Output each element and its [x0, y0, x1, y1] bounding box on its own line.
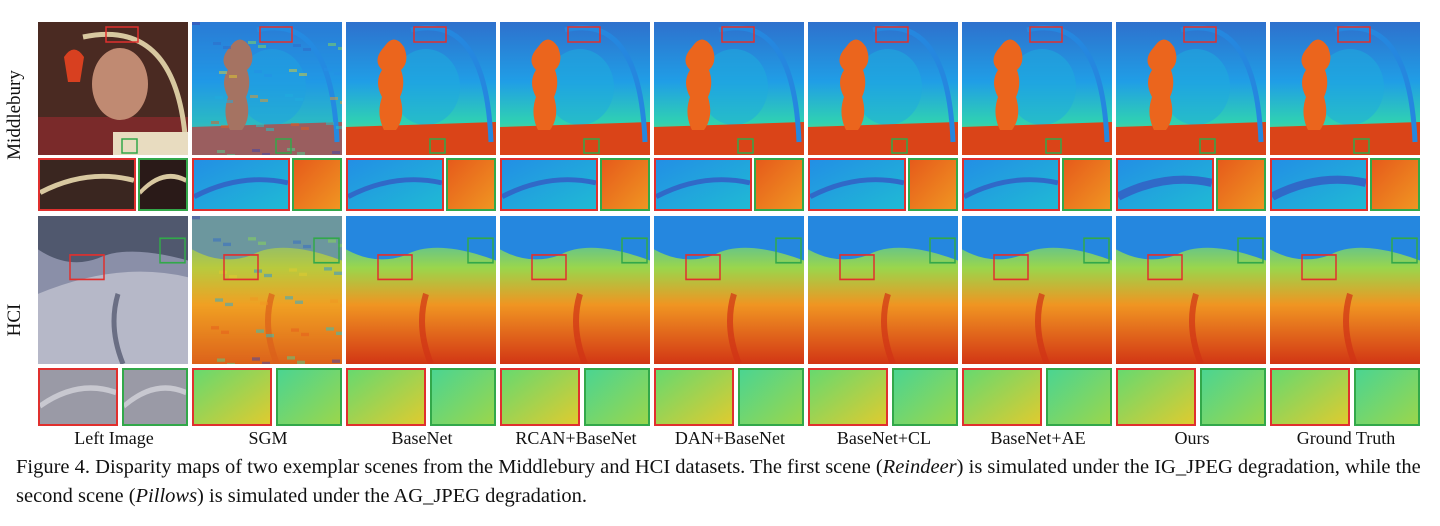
hci-zoom-green: [584, 368, 650, 426]
hci-zoom-green: [1200, 368, 1266, 426]
hci-zoom-red: [192, 368, 272, 426]
middlebury-disparity-map: [192, 22, 342, 155]
hci-zoom-red: [38, 368, 118, 426]
hci-zoom-red: [654, 368, 734, 426]
hci-zoom-red: [1270, 368, 1350, 426]
middlebury-disparity-map: [962, 22, 1112, 155]
column-label-basenet-ae: BaseNet+AE: [990, 428, 1086, 448]
column-basenet: BaseNet: [346, 0, 498, 448]
hci-zoom-red: [808, 368, 888, 426]
caption-prefix: Figure 4. Disparity maps of two exemplar…: [16, 456, 883, 478]
hci-zoom-green: [1046, 368, 1112, 426]
caption-middle: ) is simulated under the IG_JPEG degrada…: [16, 456, 1421, 507]
middlebury-zoom-green: [138, 158, 188, 211]
column-ours: Ours: [1116, 0, 1268, 448]
middlebury-zoom-red: [654, 158, 752, 211]
hci-zoom-green: [738, 368, 804, 426]
middlebury-zoom-green: [292, 158, 342, 211]
figure-caption: Figure 4. Disparity maps of two exemplar…: [16, 453, 1426, 511]
middlebury-zoom-red: [38, 158, 136, 211]
middlebury-zoom-green: [446, 158, 496, 211]
column-basenet-cl: BaseNet+CL: [808, 0, 960, 448]
hci-left-image: [38, 216, 188, 364]
caption-scene-reindeer: Reindeer: [882, 456, 957, 478]
hci-zoom-red: [1116, 368, 1196, 426]
hci-zoom-red: [962, 368, 1042, 426]
middlebury-zoom-red: [346, 158, 444, 211]
column-label-dan-basenet: DAN+BaseNet: [674, 428, 786, 448]
middlebury-disparity-map: [654, 22, 804, 155]
hci-disparity-map: [654, 216, 804, 364]
hci-disparity-map: [808, 216, 958, 364]
hci-disparity-map: [1116, 216, 1266, 364]
middlebury-zoom-green: [908, 158, 958, 211]
column-label-ours: Ours: [1174, 428, 1210, 448]
middlebury-disparity-map: [1270, 22, 1420, 155]
hci-disparity-map: [1270, 216, 1420, 364]
middlebury-zoom-red: [192, 158, 290, 211]
row-label-hci-text: HCI: [4, 303, 25, 337]
hci-disparity-map: [500, 216, 650, 364]
caption-suffix: ) is simulated under the AG_JPEG degrada…: [197, 485, 588, 507]
column-left-image: Left Image: [38, 0, 190, 448]
column-label-left-image: Left Image: [74, 428, 154, 448]
hci-zoom-green: [276, 368, 342, 426]
column-sgm: SGM: [192, 0, 344, 448]
middlebury-zoom-red: [1270, 158, 1368, 211]
column-basenet-ae: BaseNet+AE: [962, 0, 1114, 448]
column-rcan-basenet: RCAN+BaseNet: [500, 0, 652, 448]
hci-zoom-green: [892, 368, 958, 426]
column-label-ground-truth: Ground Truth: [1296, 428, 1396, 448]
middlebury-disparity-map: [1116, 22, 1266, 155]
column-label-basenet: BaseNet: [391, 428, 453, 448]
middlebury-disparity-map: [808, 22, 958, 155]
middlebury-zoom-green: [754, 158, 804, 211]
hci-zoom-green: [1354, 368, 1420, 426]
column-label-basenet-cl: BaseNet+CL: [836, 428, 932, 448]
column-label-rcan-basenet: RCAN+BaseNet: [515, 428, 637, 448]
hci-zoom-green: [122, 368, 188, 426]
middlebury-zoom-red: [1116, 158, 1214, 211]
middlebury-zoom-green: [1216, 158, 1266, 211]
middlebury-zoom-green: [1370, 158, 1420, 211]
middlebury-disparity-map: [346, 22, 496, 155]
hci-zoom-red: [500, 368, 580, 426]
hci-zoom-red: [346, 368, 426, 426]
middlebury-zoom-green: [1062, 158, 1112, 211]
row-label-middlebury-text: Middlebury: [4, 70, 25, 160]
middlebury-zoom-red: [962, 158, 1060, 211]
column-dan-basenet: DAN+BaseNet: [654, 0, 806, 448]
middlebury-zoom-red: [500, 158, 598, 211]
row-label-middlebury: Middlebury: [0, 20, 30, 210]
hci-zoom-green: [430, 368, 496, 426]
middlebury-left-image: [38, 22, 188, 155]
column-ground-truth: Ground Truth: [1270, 0, 1422, 448]
middlebury-zoom-red: [808, 158, 906, 211]
column-label-sgm: SGM: [248, 428, 288, 448]
hci-disparity-map: [192, 216, 342, 364]
caption-scene-pillows: Pillows: [135, 485, 198, 507]
hci-disparity-map: [962, 216, 1112, 364]
hci-disparity-map: [346, 216, 496, 364]
row-label-hci: HCI: [0, 215, 30, 425]
middlebury-zoom-green: [600, 158, 650, 211]
middlebury-disparity-map: [500, 22, 650, 155]
